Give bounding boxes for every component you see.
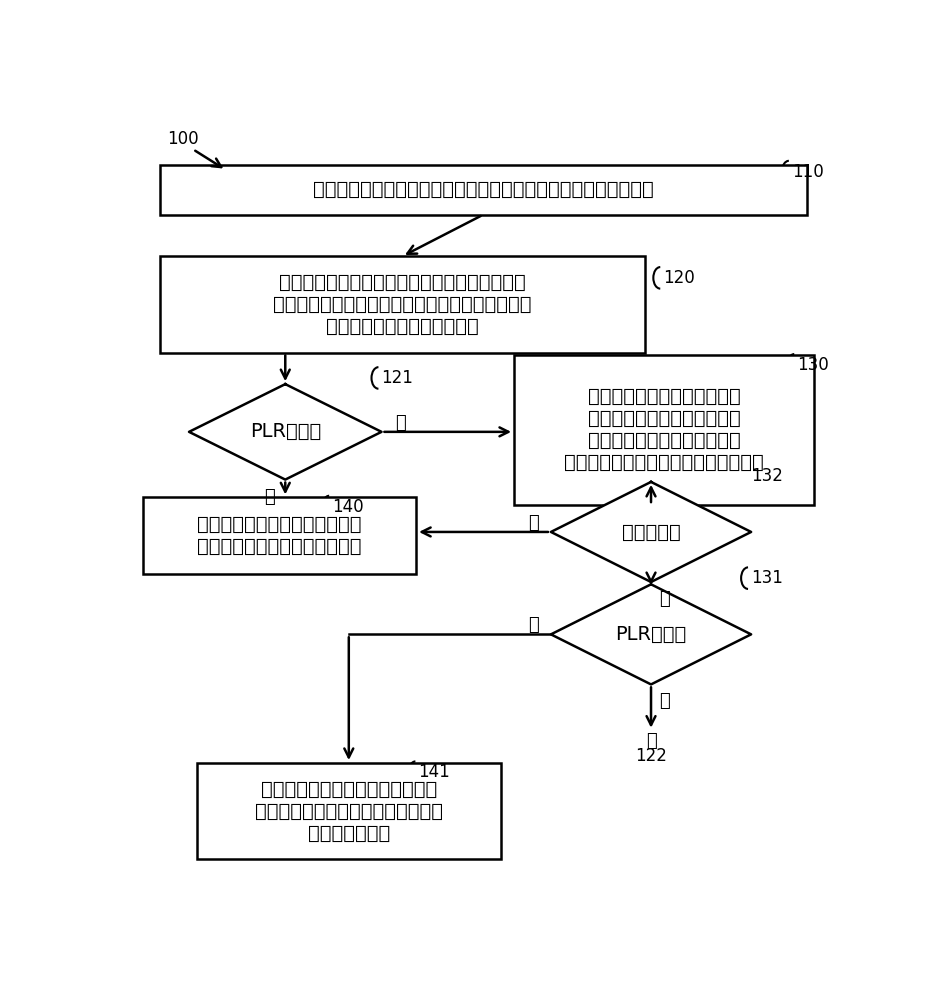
Text: 是: 是 bbox=[395, 414, 407, 432]
Text: 选择用于网络节点与无线设备中的第一无线设备之间的传输的波束: 选择用于网络节点与无线设备中的第一无线设备之间的传输的波束 bbox=[313, 180, 654, 199]
Text: 122: 122 bbox=[635, 747, 667, 765]
Text: 121: 121 bbox=[381, 369, 413, 387]
Polygon shape bbox=[189, 384, 381, 480]
Text: 110: 110 bbox=[792, 163, 824, 181]
Text: 是: 是 bbox=[659, 590, 670, 608]
Text: 130: 130 bbox=[797, 356, 829, 374]
Text: 120: 120 bbox=[663, 269, 695, 287]
Text: 在所选择的波束上调度网络节点
与第一无线设备集合之间的传输: 在所选择的波束上调度网络节点 与第一无线设备集合之间的传输 bbox=[197, 515, 362, 556]
Bar bbox=[160, 165, 807, 215]
Bar bbox=[160, 256, 645, 353]
Text: 调整所选择的波束，使得不在
最初选择的波束的传输范围内
的一个或多个附加无线设备的
第二集合在调整后的波束的传输范围内: 调整所选择的波束，使得不在 最初选择的波束的传输范围内 的一个或多个附加无线设备… bbox=[564, 387, 764, 472]
Bar bbox=[143, 497, 416, 574]
Polygon shape bbox=[551, 584, 751, 684]
Text: 141: 141 bbox=[419, 763, 450, 781]
Bar bbox=[197, 763, 500, 859]
Text: 是: 是 bbox=[659, 692, 670, 710]
Text: 否: 否 bbox=[529, 514, 539, 532]
Text: 使用调整后的波束来调度网络节点
与第一无线设备集合和第二无线设备
集合之间的传输: 使用调整后的波束来调度网络节点 与第一无线设备集合和第二无线设备 集合之间的传输 bbox=[254, 780, 443, 843]
Text: 波束满足？: 波束满足？ bbox=[622, 522, 681, 541]
Text: 132: 132 bbox=[751, 467, 783, 485]
Text: 100: 100 bbox=[167, 130, 199, 148]
Polygon shape bbox=[551, 482, 751, 582]
Text: PLR可用？: PLR可用？ bbox=[250, 422, 321, 441]
Text: 至: 至 bbox=[646, 732, 656, 750]
Text: 确定在将部分物理层资源分配给所选择的波束的
传输范围内的一个或多个无线设备的第一集合之后
是否仍有部分物理层资源可用: 确定在将部分物理层资源分配给所选择的波束的 传输范围内的一个或多个无线设备的第一… bbox=[273, 273, 531, 336]
Text: 131: 131 bbox=[751, 569, 783, 587]
Text: 否: 否 bbox=[265, 488, 275, 506]
Text: 140: 140 bbox=[332, 498, 364, 516]
Text: PLR可用？: PLR可用？ bbox=[615, 625, 686, 644]
Text: 否: 否 bbox=[529, 616, 539, 634]
Bar bbox=[514, 355, 814, 505]
